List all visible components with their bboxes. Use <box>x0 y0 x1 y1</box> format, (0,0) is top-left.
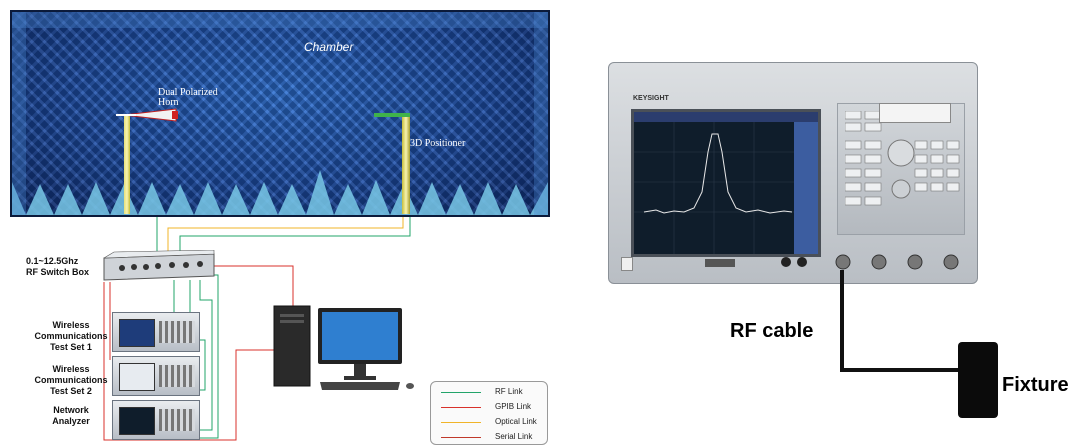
switch-box-label: 0.1~12.5Ghz RF Switch Box <box>26 256 90 277</box>
rf-switch-box <box>103 250 215 281</box>
instrument-label-2: Wireless Communications Test Set 2 <box>34 364 108 396</box>
instrument-label-1: Wireless Communications Test Set 1 <box>34 320 108 352</box>
rf-cable-label: RF cable <box>730 320 814 342</box>
vna-screen <box>631 109 821 257</box>
horn-mast <box>124 116 130 214</box>
horn-label: Dual Polarized Horn <box>158 87 218 108</box>
positioner-label: 3D Positioner <box>410 138 466 149</box>
positioner-arm <box>374 113 410 117</box>
instrument-label-3: Network Analyzer <box>52 405 90 426</box>
fixture-label: Fixture <box>1002 374 1069 396</box>
vna-trace <box>634 112 818 254</box>
wireless-test-set-1 <box>112 312 200 352</box>
anechoic-chamber: Chamber Dual Polarized Horn 3D Positione… <box>10 10 550 217</box>
computer-icon <box>273 305 414 390</box>
vna-ports <box>835 254 959 270</box>
vna-brand: KEYSIGHT <box>633 95 669 102</box>
link-legend: RF Link GPIB Link Optical Link Serial Li… <box>430 381 548 445</box>
chamber-title: Chamber <box>304 40 354 54</box>
wireless-test-set-2 <box>112 356 200 396</box>
rf-cable <box>840 270 960 372</box>
vna-keypad <box>845 111 960 206</box>
network-analyzer-small <box>112 400 200 440</box>
dual-polarized-horn-icon <box>116 108 178 122</box>
fixture-block <box>958 342 998 418</box>
absorber-floor <box>12 12 548 215</box>
vector-network-analyzer: KEYSIGHT <box>608 62 978 284</box>
positioner-mast <box>402 116 410 214</box>
